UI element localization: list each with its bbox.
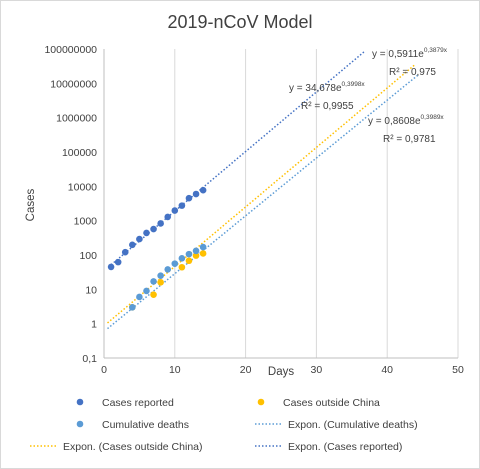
point-series-0 (129, 241, 136, 249)
point-series-1 (178, 263, 186, 271)
trend-r2-0: R² = 0,9955 (301, 101, 354, 112)
trend-equation-2: y = 0,5911e0,3879x (372, 47, 448, 60)
y-tick-label: 0,1 (82, 353, 97, 365)
y-tick-label: 100000 (62, 147, 97, 159)
x-tick-label: 50 (452, 364, 464, 376)
trend-r2-1: R² = 0,9781 (383, 134, 436, 145)
trendlines (107, 51, 420, 330)
y-tick-label: 100000000 (44, 44, 97, 56)
point-series-2 (178, 255, 186, 262)
grid-lines (174, 49, 459, 358)
trendline-0 (110, 51, 365, 266)
legend-label: Expon. (Cases outside China) (63, 441, 203, 453)
x-axis-label: Days (268, 366, 294, 378)
trend-equation-0: y = 34,678e0,3998x (289, 81, 365, 94)
x-tick-label: 10 (169, 364, 181, 376)
point-series-1 (192, 252, 200, 259)
y-tick-label: 1 (91, 319, 97, 331)
trend-equations: y = 34,678e0,3998x R² = 0,9955 y = 0,8608e… (289, 47, 448, 145)
point-series-1 (150, 291, 157, 298)
y-tick-label: 1000 (74, 216, 98, 228)
legend-label: Cases reported (102, 397, 174, 409)
legend-label: Cases outside China (283, 397, 380, 409)
point-series-0 (171, 207, 179, 214)
legend-label: Cumulative deaths (102, 419, 189, 431)
point-series-0 (121, 248, 129, 256)
point-series-0 (199, 186, 207, 194)
y-tick-label: 10000000 (50, 78, 97, 90)
point-series-1 (199, 250, 207, 257)
point-series-2 (143, 287, 150, 295)
y-tick-label: 10 (85, 284, 97, 296)
tick-labels: 0 10 20 30 40 50 0,1 1 10 100 1000 10000 100000 10000… (44, 44, 464, 376)
x-tick-label: 0 (101, 364, 107, 376)
point-series-1 (157, 279, 164, 286)
point-series-0 (192, 190, 200, 198)
point-series-0 (178, 202, 186, 209)
point-series-0 (107, 263, 115, 271)
chart-title: 2019-nCoV Model (167, 12, 312, 32)
point-series-2 (129, 303, 136, 311)
point-series-0 (143, 229, 150, 237)
y-axis-label: Cases (25, 188, 37, 221)
trend-r2-2: R² = 0,975 (389, 67, 436, 78)
point-series-1 (185, 257, 193, 265)
point-series-0 (136, 235, 143, 243)
x-tick-label: 30 (311, 364, 323, 376)
point-series-2 (199, 243, 207, 251)
point-series-2 (164, 266, 172, 273)
point-series-0 (164, 213, 172, 221)
legend-marker (257, 398, 265, 406)
point-series-2 (171, 260, 179, 267)
point-series-2 (150, 278, 157, 285)
x-tick-label: 20 (240, 364, 252, 376)
x-tick-label: 40 (381, 364, 393, 376)
y-tick-label: 10000 (68, 181, 97, 193)
axes (103, 49, 458, 359)
legend-marker (76, 420, 84, 428)
point-series-0 (185, 194, 193, 202)
point-series-0 (150, 225, 157, 233)
y-tick-label: 1000000 (56, 113, 97, 125)
point-series-2 (157, 272, 164, 279)
legend: Cases reported Cases outside China Cumulat… (30, 397, 418, 453)
point-series-2 (192, 247, 200, 255)
legend-marker (76, 398, 84, 406)
trend-equation-1: y = 0,8608e0,3989x (368, 114, 444, 127)
data-points (107, 186, 207, 311)
point-series-2 (185, 250, 193, 258)
point-series-0 (114, 258, 122, 266)
point-series-0 (157, 220, 164, 227)
legend-label: Expon. (Cases reported) (288, 441, 402, 453)
trendline-2 (107, 73, 420, 330)
y-tick-label: 100 (79, 250, 97, 262)
legend-label: Expon. (Cumulative deaths) (288, 419, 418, 431)
point-series-2 (136, 293, 143, 301)
